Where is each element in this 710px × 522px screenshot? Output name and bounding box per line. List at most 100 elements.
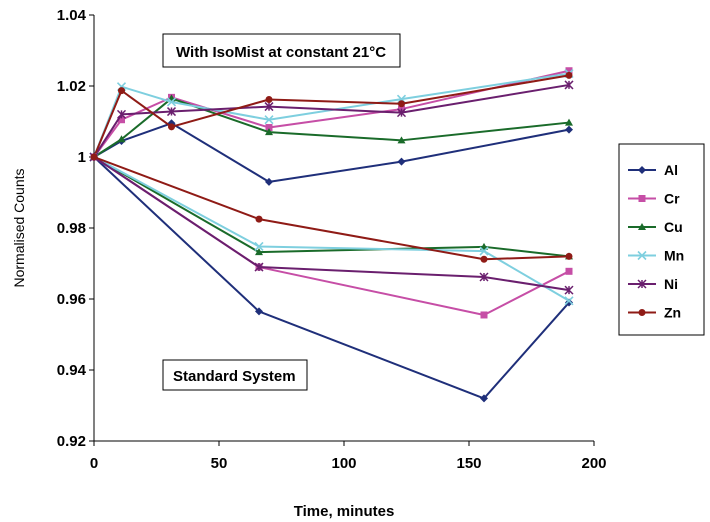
legend-mn-marker [637,250,647,261]
series-cr-isomist [90,67,573,161]
series-zn-isomist-marker [265,95,273,103]
series-ni-isomist-marker [396,108,407,118]
legend-entry-ni: Ni [628,276,678,292]
y-tick-label: 0.96 [57,291,86,308]
annotation-standard: Standard System [162,359,308,391]
series-cu-isomist-marker [265,128,273,136]
legend-label: Zn [664,305,681,321]
y-ticks: 0.92 0.94 0.96 0.98 1 1.02 1.04 [57,7,94,450]
y-tick-label: 1 [78,149,86,166]
series-ni-standard-line [93,156,570,292]
series-al-standard [90,153,573,403]
series-cr-standard [90,153,573,319]
series-mn-isomist-marker [264,115,274,125]
series-al-isomist-line [93,122,570,183]
legend-label: Al [664,162,678,178]
series-al-isomist-marker [265,177,273,186]
series-ni-standard-marker [254,262,264,272]
legend-zn-marker [638,309,646,316]
series-ni-standard-marker [479,272,489,282]
series-cu-isomist-marker [565,118,573,126]
legend-label: Ni [664,276,678,292]
legend-label: Mn [664,248,684,264]
y-tick-label: 0.98 [57,220,86,237]
series-ni-isomist-marker [264,102,274,112]
series-mn-standard-line [93,156,570,302]
series-mn-standard-marker [254,241,264,252]
x-tick-label: 150 [456,455,481,472]
x-axis-title: Time, minutes [294,503,395,520]
legend-label: Cr [664,191,680,207]
x-tick-label: 0 [90,455,98,472]
series-al-standard-marker [480,394,488,403]
series-cu-isomist-marker [397,136,406,144]
legend-entry-zn: Zn [628,305,681,321]
legend-label: Cu [664,219,683,235]
series-cr-standard-marker [565,267,573,275]
series-zn-isomist [90,71,573,161]
x-tick-label: 200 [581,455,606,472]
series-cr-isomist-marker [565,67,573,75]
annotation-isomist-text: With IsoMist at constant 21°C [176,44,386,61]
series-zn-standard [90,153,573,263]
series-mn-standard-marker [564,296,574,306]
series-ni-isomist-marker [166,107,177,117]
legend: Al Cr Cu Mn Ni Zn [618,143,705,336]
y-tick-label: 0.94 [57,362,87,379]
y-tick-label: 1.02 [57,78,86,95]
legend-cr-marker [638,195,646,202]
series-cu-standard [90,153,573,260]
legend-entry-mn: Mn [628,248,684,264]
y-axis-title: Normalised Counts [11,168,27,287]
series-zn-isomist-marker [118,87,125,95]
series-cr-isomist-marker [265,124,273,132]
y-tick-label: 0.92 [57,433,86,450]
series-mn-isomist-marker [166,97,177,107]
series-zn-standard-marker [90,153,98,161]
series-mn-standard-marker [479,246,489,256]
series-zn-standard-line [93,156,570,261]
legend-cu-marker [638,223,646,230]
series-al-isomist-marker [397,157,406,166]
series-ni-isomist-marker [116,109,127,119]
series-al-isomist-marker [565,125,573,134]
series-zn-standard-marker [480,255,488,263]
series-cu-isomist-marker [117,135,126,143]
series-al-standard-line [93,156,570,400]
series-zn-isomist-line [93,74,570,158]
series-ni-standard-marker [564,285,574,295]
series-al-standard-marker [255,307,263,316]
x-tick-label: 50 [211,455,228,472]
series-layer [89,67,574,403]
series-zn-standard-marker [565,252,573,260]
series-cu-standard-marker [255,248,263,256]
y-tick-label: 1.04 [57,7,87,24]
series-cr-standard-line [93,156,570,316]
series-zn-isomist-marker [565,71,573,79]
series-zn-isomist-marker [398,100,405,108]
series-ni-isomist-marker [564,80,574,90]
annotation-standard-text: Standard System [173,368,296,385]
legend-ni-marker [637,279,647,289]
series-ni-isomist-line [93,83,570,158]
axes: 0.92 0.94 0.96 0.98 1 1.02 1.04 0 50 100 150 200 [57,7,607,472]
legend-entry-cu: Cu [628,219,683,235]
series-mn-isomist-line [93,72,570,158]
series-mn-isomist [89,69,574,162]
legend-box [618,143,705,336]
x-ticks: 0 50 100 150 200 [90,441,607,472]
x-tick-label: 100 [331,455,356,472]
series-zn-isomist-marker [168,123,175,131]
legend-al-marker [638,166,646,174]
series-zn-standard-marker [255,215,263,223]
series-cr-standard-marker [480,311,488,319]
legend-entry-cr: Cr [628,191,680,207]
series-cr-isomist-marker [118,116,125,124]
group-isomist [89,67,574,186]
group-standard [89,152,574,403]
series-ni-standard [89,152,574,295]
series-cu-isomist-line [93,97,570,158]
annotation-isomist: With IsoMist at constant 21°C [162,33,401,68]
legend-entry-al: Al [628,162,678,178]
